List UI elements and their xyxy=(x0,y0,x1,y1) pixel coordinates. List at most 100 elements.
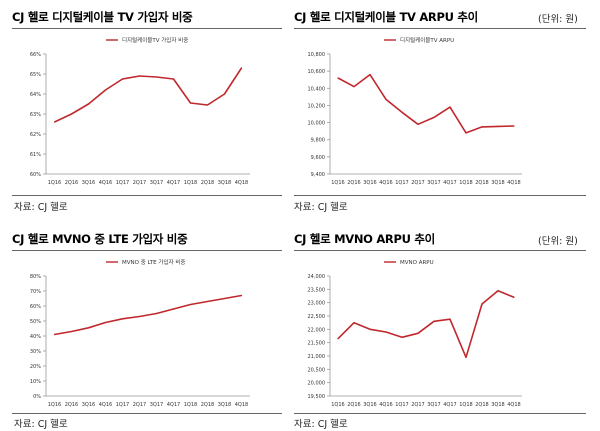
data-point xyxy=(87,327,90,329)
x-tick-label: 2Q18 xyxy=(475,180,488,186)
data-point xyxy=(104,321,107,324)
line-chart-digital-cable-ratio: 60% 61% 62% 63% 64% 65% 66% 1Q16 2Q16 3Q16 4Q16 1Q1… xyxy=(30,36,250,186)
data-point xyxy=(53,333,56,336)
x-tick-label: 1Q16 xyxy=(331,180,344,186)
data-point xyxy=(240,294,243,297)
x-tick-label: 1Q16 xyxy=(331,402,344,408)
y-tick-label: 60% xyxy=(30,304,41,310)
data-point xyxy=(385,98,387,101)
x-tick-label: 1Q18 xyxy=(184,180,197,186)
y-tick-label: 80% xyxy=(30,274,41,280)
y-tick-label: 20,500 xyxy=(308,367,326,373)
data-point xyxy=(449,106,451,108)
y-tick-label: 66% xyxy=(30,52,41,58)
title-rule xyxy=(294,250,586,251)
y-tick-label: 23,500 xyxy=(308,287,326,293)
x-tick-label: 4Q18 xyxy=(507,180,520,186)
y-tick-label: 21,000 xyxy=(308,354,326,360)
y-tick-label: 22,000 xyxy=(308,327,326,333)
x-tick-label: 4Q17 xyxy=(167,402,180,408)
data-point xyxy=(385,331,387,333)
y-tick-label: 70% xyxy=(30,289,41,295)
y-tick-label: 9,600 xyxy=(311,155,325,161)
panel-mvno-arpu: CJ 헬로 MVNO ARPU 추이 (단위: 원) 19,500 20,000 2… xyxy=(290,222,600,431)
source-note: 자료: CJ 헬로 xyxy=(294,419,348,430)
data-point xyxy=(206,300,209,303)
x-tick-label: 1Q18 xyxy=(459,402,472,408)
x-tick-label: 1Q18 xyxy=(459,180,472,186)
line-chart-digital-cable-arpu: 9,400 9,600 9,800 10,000 10,200 10,400 10,600 1… xyxy=(308,36,522,186)
x-tick-label: 1Q16 xyxy=(48,402,61,408)
y-tick-label: 10,600 xyxy=(308,69,326,75)
y-tick-label: 22,500 xyxy=(308,314,326,320)
y-tick-label: 63% xyxy=(30,112,41,118)
data-point xyxy=(240,67,243,69)
title-rule xyxy=(12,28,282,29)
x-tick-label: 2Q18 xyxy=(201,402,214,408)
source-note: 자료: CJ 헬로 xyxy=(14,202,68,213)
chart-title: CJ 헬로 디지털케이블 TV ARPU 추이 xyxy=(294,10,478,24)
x-tick-label: 4Q16 xyxy=(379,180,392,186)
panel-digital-cable-arpu: CJ 헬로 디지털케이블 TV ARPU 추이 (단위: 원) 9,400 9,6… xyxy=(290,0,600,215)
panel-digital-cable-ratio: CJ 헬로 디지털케이블 TV 가입자 비중 60% 61% 62% 63% 64% 65… xyxy=(0,0,290,215)
data-point xyxy=(369,328,371,330)
y-tick-label: 10% xyxy=(30,379,41,385)
source-rule xyxy=(12,195,282,196)
data-point xyxy=(337,338,339,340)
y-tick-label: 10,400 xyxy=(308,86,326,92)
x-tick-label: 2Q18 xyxy=(201,180,214,186)
data-point xyxy=(121,78,124,80)
x-tick-label: 3Q17 xyxy=(427,402,440,408)
y-tick-label: 61% xyxy=(30,152,41,158)
y-tick-label: 24,000 xyxy=(308,274,326,280)
x-tick-label: 2Q18 xyxy=(475,402,488,408)
source-rule xyxy=(294,195,586,196)
data-point xyxy=(189,102,192,104)
y-tick-label: 60% xyxy=(30,172,41,178)
data-point xyxy=(497,125,499,128)
y-tick-label: 20% xyxy=(30,364,41,370)
x-tick-label: 3Q18 xyxy=(491,180,504,186)
legend-label: 디지털케이블TV 가입자 비중 xyxy=(122,36,188,44)
y-tick-label: 9,400 xyxy=(311,172,325,178)
chart-title: CJ 헬로 MVNO 중 LTE 가입자 비중 xyxy=(12,232,188,246)
source-rule xyxy=(294,413,586,414)
data-point xyxy=(497,290,499,292)
chart-title: CJ 헬로 MVNO ARPU 추이 xyxy=(294,232,435,246)
x-tick-label: 3Q16 xyxy=(82,402,95,408)
x-tick-label: 3Q17 xyxy=(427,180,440,186)
y-tick-label: 62% xyxy=(30,132,41,138)
legend-label: MVNO ARPU xyxy=(400,260,434,266)
line-chart-mvno-lte-ratio: 0% 10% 20% 30% 40% 50% 60% 70% 80% 1Q16 2Q16 3Q16 4Q… xyxy=(30,258,250,408)
series-line xyxy=(337,73,515,134)
x-tick-label: 4Q17 xyxy=(443,402,456,408)
data-point xyxy=(353,85,355,88)
x-tick-label: 2Q16 xyxy=(347,180,360,186)
source-note: 자료: CJ 헬로 xyxy=(294,202,348,213)
title-rule xyxy=(12,250,282,251)
unit-label: (단위: 원) xyxy=(538,236,578,247)
title-rule xyxy=(294,28,586,29)
y-tick-label: 9,800 xyxy=(311,138,325,144)
y-tick-label: 10,200 xyxy=(308,103,326,109)
data-point xyxy=(121,318,124,320)
panel-mvno-lte-ratio: CJ 헬로 MVNO 중 LTE 가입자 비중 0% 10% 20% 30% 40% 50… xyxy=(0,222,290,431)
series-line xyxy=(337,289,515,359)
series-line xyxy=(54,67,243,123)
data-point xyxy=(206,104,209,106)
data-point xyxy=(87,103,90,105)
y-tick-label: 10,000 xyxy=(308,121,326,127)
data-point xyxy=(433,116,435,119)
x-tick-label: 1Q17 xyxy=(395,180,408,186)
data-point xyxy=(104,89,107,91)
data-point xyxy=(172,308,175,310)
y-tick-label: 23,000 xyxy=(308,301,326,307)
data-point xyxy=(449,318,451,320)
y-tick-label: 21,500 xyxy=(308,341,326,347)
data-point xyxy=(70,330,73,333)
x-tick-label: 2Q16 xyxy=(65,180,78,186)
x-tick-label: 2Q17 xyxy=(411,180,424,186)
line-chart-mvno-arpu: 19,500 20,000 20,500 21,000 21,500 22,000 22,5… xyxy=(308,260,522,408)
data-point xyxy=(53,121,56,123)
data-point xyxy=(481,303,483,305)
